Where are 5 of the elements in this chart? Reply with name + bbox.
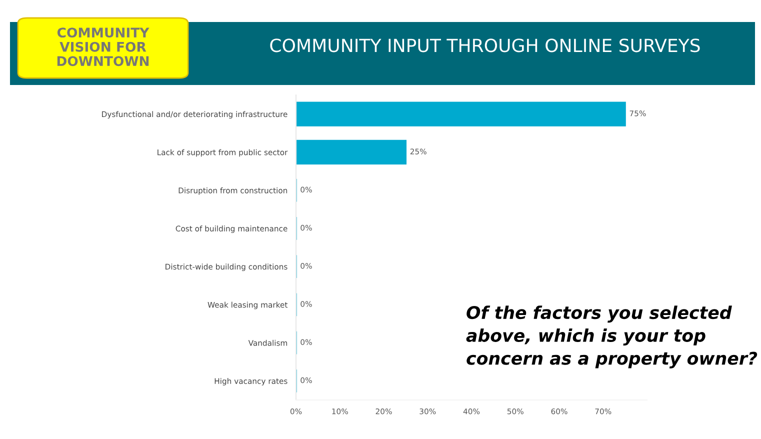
annotation: Of the factors you selected above, which is your top concern as a property owner? xyxy=(466,306,758,368)
chart-title: COMMUNITY INPUT THROUGH ONLINE SURVEYS xyxy=(270,38,700,52)
text: COMMUNITY VISION FOR DOWNTOWN xyxy=(57,28,150,66)
bar xyxy=(296,140,407,164)
bar xyxy=(296,102,626,126)
